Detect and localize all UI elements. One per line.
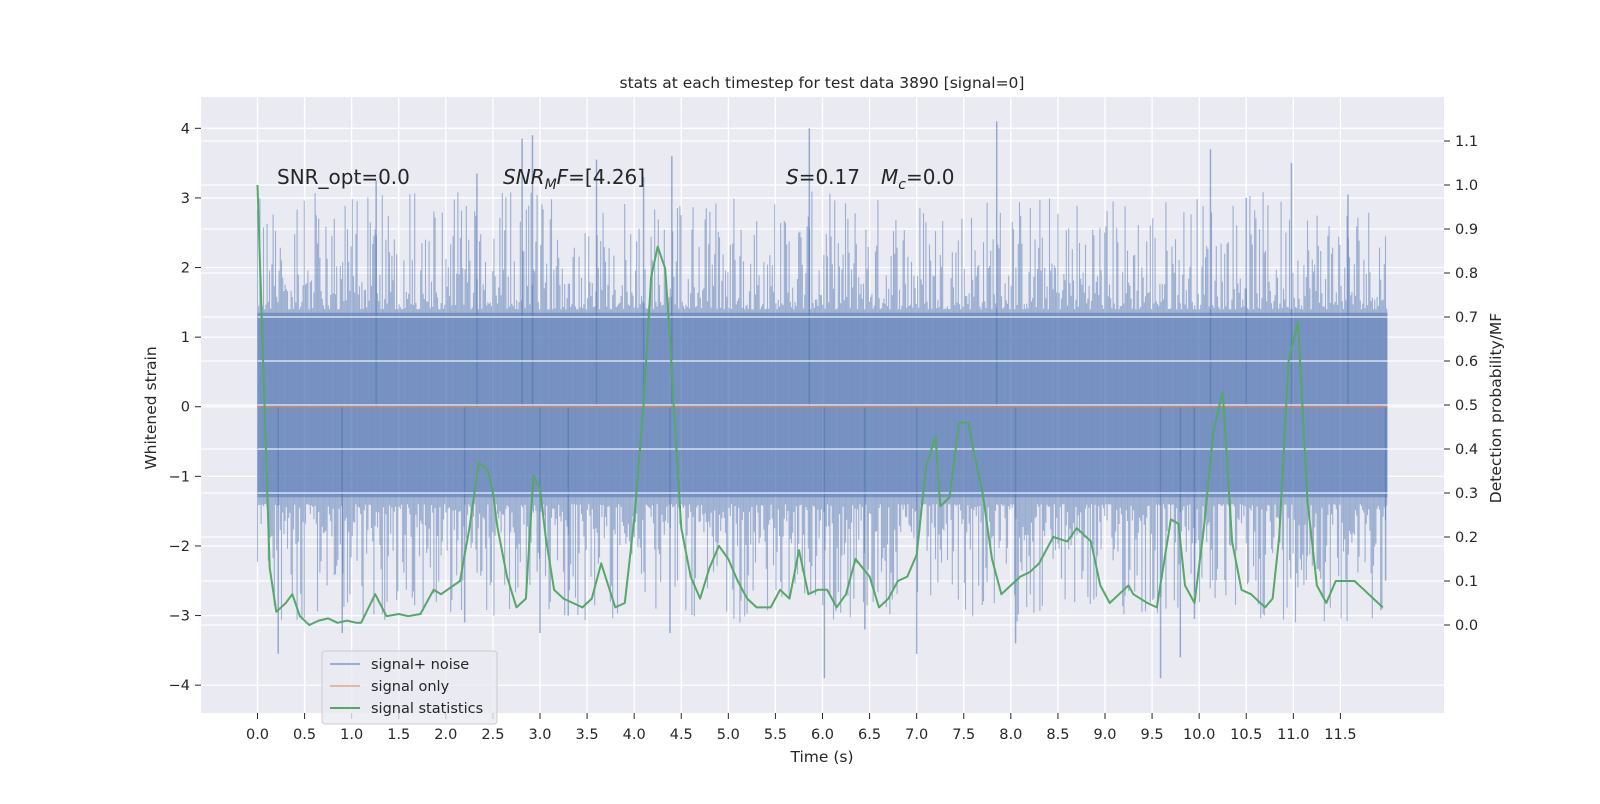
x-tick-label: 10.0 <box>1183 727 1215 743</box>
x-tick-label: 3.0 <box>528 727 551 743</box>
axis-ticks: −4 −3 −2 −1 0 1 2 3 4 0.0 0.1 0.2 0.3 0.4 0.5 0.6 0.7 0.8… <box>169 121 1478 743</box>
y-left-tick-label: 2 <box>181 261 190 277</box>
y-right-tick-label: 0.9 <box>1455 222 1478 238</box>
chart-title: stats at each timestep for test data 389… <box>620 74 1025 92</box>
legend-label-signal-noise: signal+ noise <box>371 657 469 673</box>
y-axis-left-label: Whitened strain <box>142 346 160 469</box>
y-right-tick-label: 0.4 <box>1455 442 1478 458</box>
annotation-s-value: =0.17 <box>799 165 860 189</box>
x-tick-label: 6.0 <box>811 727 834 743</box>
annotation-mc-value: =0.0 <box>906 165 955 189</box>
x-tick-label: 0.5 <box>293 727 316 743</box>
annotation-snr-mf-value: =[4.26] <box>568 165 645 189</box>
x-tick-label: 9.5 <box>1141 727 1164 743</box>
y-right-tick-label: 0.5 <box>1455 398 1478 414</box>
annotation-snr-mf-subscript: M <box>545 177 557 193</box>
y-right-tick-label: 0.2 <box>1455 530 1478 546</box>
x-tick-label: 10.5 <box>1230 727 1262 743</box>
annotation-snr-mf: SNRMF=[4.26] <box>503 165 645 193</box>
y-right-tick-label: 1.0 <box>1455 178 1478 194</box>
y-right-tick-label: 0.7 <box>1455 310 1478 326</box>
x-tick-label: 5.0 <box>717 727 740 743</box>
legend-box <box>321 650 498 725</box>
y-right-tick-label: 0.3 <box>1455 486 1478 502</box>
y-left-tick-label: −2 <box>169 539 190 555</box>
signal-statistics-series <box>256 184 1384 626</box>
x-tick-label: 7.0 <box>905 727 928 743</box>
y-right-tick-label: 0.6 <box>1455 354 1478 370</box>
y-left-tick-label: 4 <box>181 121 190 137</box>
annotation-s-symbol: S <box>786 165 799 189</box>
annotation-snr-opt: SNR_opt=0.0 <box>277 165 410 189</box>
x-tick-label: 0.0 <box>246 727 269 743</box>
x-tick-label: 2.5 <box>481 727 504 743</box>
annotation-snr-mf-symbol: SNR <box>503 165 545 189</box>
y-right-tick-label: 0.8 <box>1455 266 1478 282</box>
x-tick-label: 1.5 <box>387 727 410 743</box>
y-right-tick-label: 0.1 <box>1455 574 1478 590</box>
x-tick-label: 4.0 <box>623 727 646 743</box>
x-tick-label: 7.5 <box>952 727 975 743</box>
x-tick-label: 5.5 <box>764 727 787 743</box>
signal-noise-series <box>256 121 1388 679</box>
x-tick-label: 8.5 <box>1046 727 1069 743</box>
y-right-tick-label: 1.1 <box>1455 134 1478 150</box>
y-left-tick-label: 0 <box>181 400 190 416</box>
y-right-tick-label: 0.0 <box>1455 618 1478 634</box>
x-tick-label: 1.0 <box>340 727 363 743</box>
annotation-mc-subscript: c <box>898 177 906 193</box>
legend-label-signal-only: signal only <box>371 679 450 695</box>
y-left-tick-label: 3 <box>181 191 190 207</box>
annotation-snr-mf-tail: F <box>557 165 569 189</box>
y-left-tick-label: −1 <box>169 469 190 485</box>
annotation-mc: Mc=0.0 <box>881 165 955 193</box>
x-axis-label: Time (s) <box>789 748 853 766</box>
legend: signal+ noise signal only signal statist… <box>321 650 498 725</box>
x-tick-label: 4.5 <box>670 727 693 743</box>
y-left-tick-label: −3 <box>169 609 190 625</box>
annotation-s: S=0.17 <box>786 165 860 189</box>
x-tick-label: 9.0 <box>1093 727 1116 743</box>
x-tick-label: 11.5 <box>1324 727 1356 743</box>
legend-label-signal-statistics: signal statistics <box>371 701 483 717</box>
annotation-mc-symbol: M <box>881 165 898 189</box>
y-left-tick-label: −4 <box>169 678 190 694</box>
y-left-tick-label: 1 <box>181 330 190 346</box>
y-axis-right-label: Detection probability/MF <box>1487 313 1505 504</box>
x-tick-label: 8.0 <box>999 727 1022 743</box>
x-tick-label: 2.0 <box>434 727 457 743</box>
x-tick-label: 6.5 <box>858 727 881 743</box>
signal-statistics-line <box>256 184 1384 626</box>
x-tick-label: 11.0 <box>1277 727 1309 743</box>
x-tick-label: 3.5 <box>576 727 599 743</box>
